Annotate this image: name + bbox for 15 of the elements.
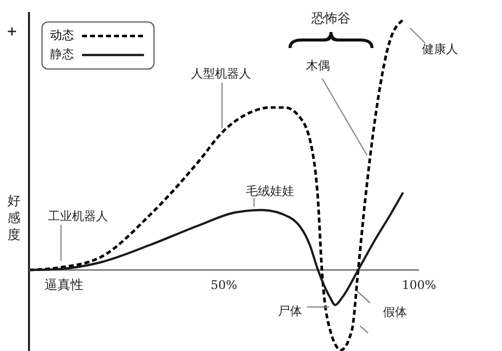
annotation: 假体: [383, 305, 408, 320]
x-tick-label: 100%: [402, 278, 436, 292]
text: +: [6, 24, 18, 40]
y-axis-title: 好感度: [8, 194, 20, 243]
annotation: 尸体: [278, 304, 302, 318]
text: 动态: [50, 28, 74, 42]
annotation: 木偶: [306, 58, 330, 73]
annotation: 恐怖谷: [310, 11, 350, 26]
annotation: 工业机器人: [48, 209, 108, 224]
annotation: 毛绒娃娃: [246, 184, 294, 198]
x-tick-label: 50%: [210, 278, 238, 292]
annotation: 健康人: [422, 42, 458, 56]
text: 静态: [50, 47, 74, 62]
x-axis-title: 逼真性: [44, 278, 84, 293]
annotation: 人型机器人: [191, 66, 252, 81]
